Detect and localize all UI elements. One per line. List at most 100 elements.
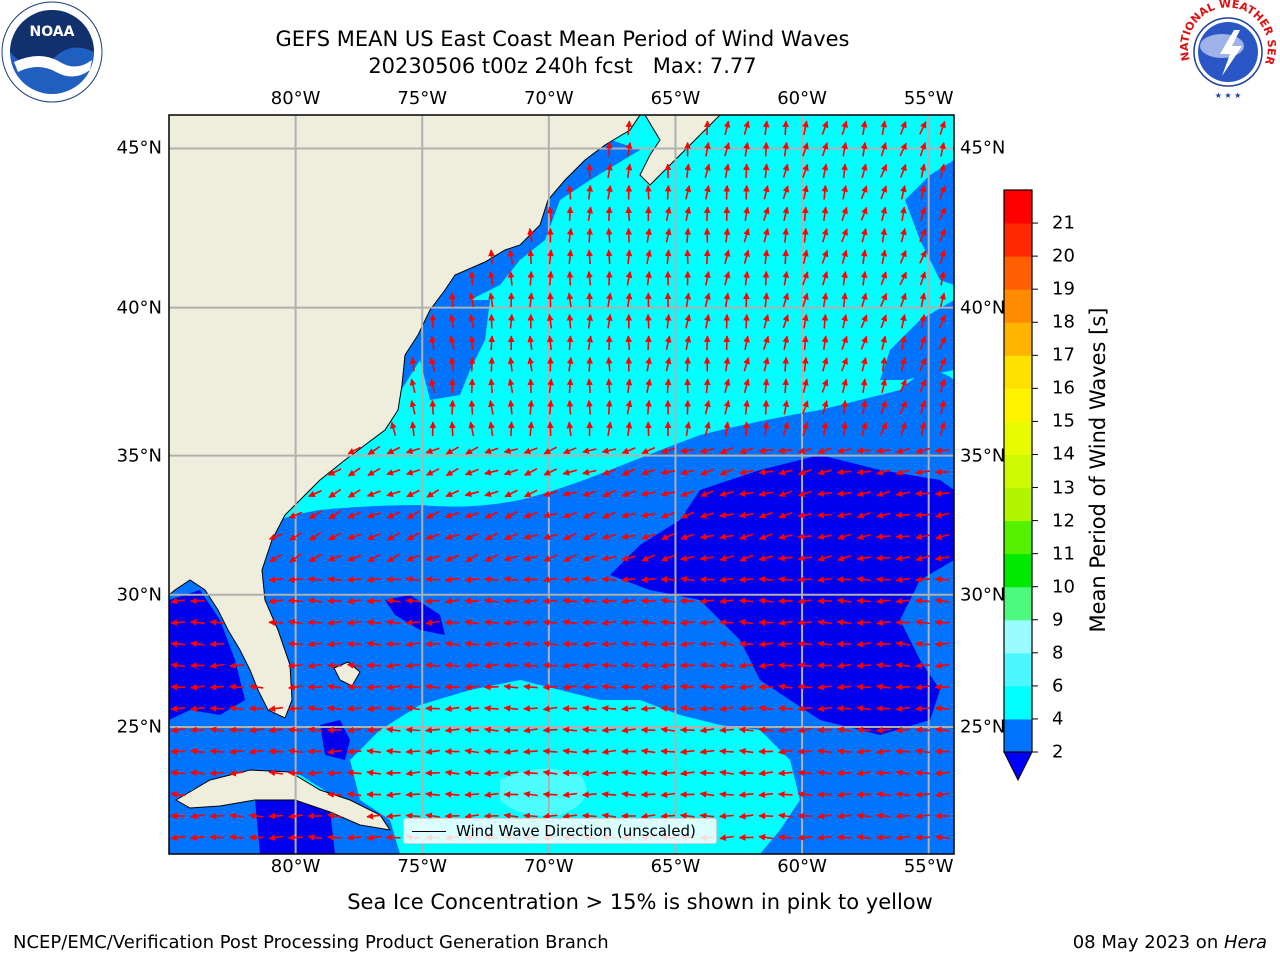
wave-direction-arrow xyxy=(782,314,790,329)
wave-direction-arrow xyxy=(875,812,891,820)
wave-direction-arrow xyxy=(738,597,754,605)
colorbar-segment xyxy=(1004,421,1032,455)
wave-direction-arrow xyxy=(703,120,711,136)
wave-direction-arrow xyxy=(660,447,675,454)
wave-direction-arrow xyxy=(660,726,676,734)
lon-tick-label-top: 65°W xyxy=(650,88,701,109)
wave-direction-arrow xyxy=(445,512,460,519)
wave-direction-arrow xyxy=(738,791,754,798)
wave-direction-arrow xyxy=(307,597,323,605)
wave-direction-arrow xyxy=(448,421,456,437)
wave-direction-arrow xyxy=(483,705,499,712)
wave-direction-arrow xyxy=(229,683,244,691)
wave-direction-arrow xyxy=(170,662,186,669)
wave-direction-arrow xyxy=(758,726,774,734)
wave-direction-arrow xyxy=(566,292,574,308)
wave-direction-arrow xyxy=(507,313,515,329)
wave-direction-arrow xyxy=(566,421,574,437)
wave-direction-arrow xyxy=(586,206,594,222)
wave-direction-arrow xyxy=(468,356,476,372)
wave-direction-arrow xyxy=(664,228,672,243)
wave-direction-arrow xyxy=(895,447,911,454)
wave-direction-arrow xyxy=(464,683,480,691)
wave-direction-arrow xyxy=(346,619,362,626)
wave-direction-arrow xyxy=(543,468,558,476)
wave-direction-arrow xyxy=(915,726,930,734)
wave-direction-arrow xyxy=(605,399,613,415)
colorbar-label: Mean Period of Wind Waves [s] xyxy=(1086,307,1110,633)
wave-direction-arrow xyxy=(880,335,888,350)
wave-direction-arrow xyxy=(856,619,872,626)
wave-direction-arrow xyxy=(856,597,872,605)
wave-direction-arrow xyxy=(465,553,479,563)
wave-direction-arrow xyxy=(425,640,440,648)
wave-direction-arrow xyxy=(938,357,946,372)
wave-direction-arrow xyxy=(385,619,401,626)
lon-tick-label-bottom: 65°W xyxy=(650,856,701,877)
wave-direction-arrow xyxy=(625,399,633,415)
wave-direction-arrow xyxy=(327,791,342,798)
wave-direction-arrow xyxy=(468,399,476,415)
wave-direction-arrow xyxy=(542,662,558,669)
wave-direction-arrow xyxy=(645,378,652,393)
wave-direction-arrow xyxy=(170,834,186,841)
wave-direction-arrow xyxy=(327,640,342,648)
colorbar-tick-label: 11 xyxy=(1052,543,1075,565)
wave-direction-arrow xyxy=(778,468,793,476)
wave-direction-arrow xyxy=(429,335,436,351)
wave-direction-arrow xyxy=(739,533,754,540)
wave-direction-arrow xyxy=(625,163,633,179)
wave-direction-arrow xyxy=(209,640,225,648)
wave-direction-arrow xyxy=(546,206,554,222)
wave-direction-arrow xyxy=(581,662,597,669)
wave-direction-arrow xyxy=(503,619,519,626)
wave-direction-arrow xyxy=(699,447,715,454)
wave-direction-arrow xyxy=(723,120,731,135)
wave-direction-arrow xyxy=(425,726,440,734)
wave-direction-arrow xyxy=(464,812,480,820)
wave-direction-arrow xyxy=(542,619,558,626)
date-text: 08 May 2023 on xyxy=(1072,932,1224,953)
wave-direction-arrow xyxy=(581,597,597,605)
wave-direction-arrow xyxy=(802,120,809,136)
wave-direction-arrow xyxy=(229,748,244,755)
wave-direction-arrow xyxy=(743,163,750,179)
wave-direction-arrow xyxy=(782,227,790,243)
wave-direction-arrow xyxy=(503,683,519,691)
legend-label: Wind Wave Direction (unscaled) xyxy=(456,822,696,840)
wave-direction-arrow xyxy=(762,421,770,437)
wave-direction-arrow xyxy=(782,206,790,221)
wave-direction-arrow xyxy=(269,553,283,563)
wave-direction-arrow xyxy=(860,378,868,394)
wave-direction-arrow xyxy=(782,185,790,200)
wave-direction-arrow xyxy=(777,705,793,712)
wave-direction-arrow xyxy=(268,533,283,540)
wave-direction-arrow xyxy=(640,619,656,626)
wave-direction-arrow xyxy=(723,378,731,394)
wave-direction-arrow xyxy=(880,163,888,178)
wave-direction-arrow xyxy=(405,726,421,734)
wave-direction-arrow xyxy=(327,468,342,476)
wave-direction-arrow xyxy=(488,378,495,394)
wave-direction-arrow xyxy=(581,726,597,734)
wave-direction-arrow xyxy=(586,356,594,372)
wave-direction-arrow xyxy=(426,468,440,476)
wave-direction-arrow xyxy=(660,532,675,541)
lat-tick-label-left: 45°N xyxy=(116,137,162,159)
wave-direction-arrow xyxy=(841,120,848,135)
wave-direction-arrow xyxy=(527,292,535,308)
wave-direction-arrow xyxy=(841,249,848,264)
wave-direction-arrow xyxy=(601,597,617,605)
wave-direction-arrow xyxy=(327,769,342,777)
wave-direction-arrow xyxy=(762,399,770,415)
wave-direction-arrow xyxy=(621,597,636,605)
wave-direction-arrow xyxy=(664,357,672,372)
wave-direction-arrow xyxy=(699,662,715,669)
wave-direction-arrow xyxy=(464,468,479,476)
wave-direction-arrow xyxy=(347,511,362,519)
wave-direction-arrow xyxy=(542,812,558,820)
wave-direction-arrow xyxy=(719,683,734,691)
wave-direction-arrow xyxy=(660,683,676,691)
wave-direction-arrow xyxy=(601,769,617,777)
